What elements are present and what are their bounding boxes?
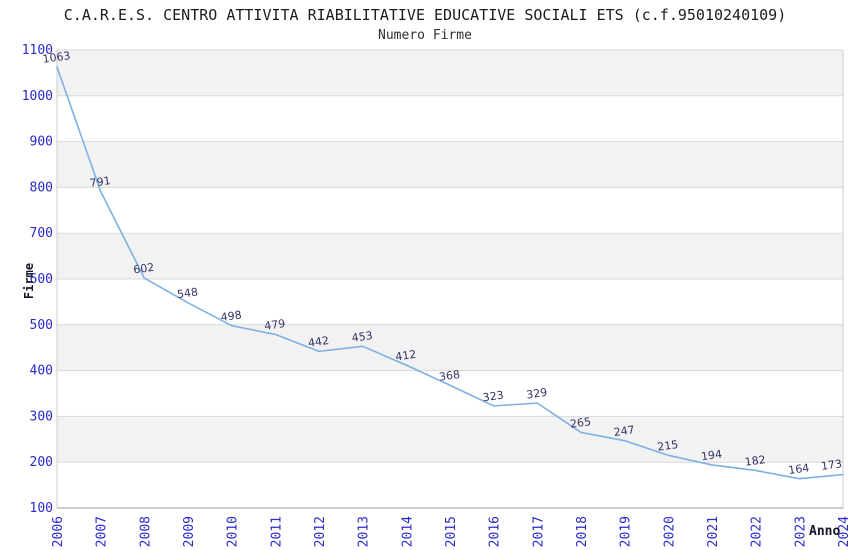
grid-band [57,141,843,188]
data-point-label: 182 [744,453,767,469]
x-tick-label: 2021 [706,516,721,547]
x-tick-label: 2019 [619,516,634,547]
x-tick-label: 2022 [750,516,765,547]
data-point-label: 265 [569,415,592,431]
y-tick-label: 200 [30,455,53,470]
data-point-label: 412 [395,348,418,364]
y-axis-title: Firme [22,262,36,300]
data-point-label: 498 [220,308,243,324]
grid-band [57,324,843,371]
data-point-label: 194 [700,448,723,464]
y-tick-label: 100 [30,501,53,516]
x-tick-label: 2012 [313,516,328,547]
x-tick-label: 2014 [400,516,415,547]
x-tick-label: 2006 [51,516,66,547]
data-point-label: 329 [526,386,549,402]
grid-band [57,416,843,463]
chart-subtitle: Numero Firme [378,28,472,43]
y-tick-label: 300 [30,409,53,424]
chart-title: C.A.R.E.S. CENTRO ATTIVITA RIABILITATIVE… [63,6,787,24]
data-point-label: 323 [482,389,505,405]
y-tick-label: 1100 [22,43,53,58]
x-tick-label: 2018 [575,516,590,547]
x-tick-label: 2009 [182,516,197,547]
data-point-label: 479 [264,317,287,333]
data-line [56,66,844,480]
data-point-label: 442 [307,334,330,350]
x-tick-label: 2024 [837,516,850,547]
data-point-label: 247 [613,423,636,439]
x-tick-label: 2020 [662,516,677,547]
x-tick-label: 2016 [488,516,503,547]
y-tick-label: 800 [30,180,53,195]
x-axis-title: Anno [809,524,841,539]
x-tick-label: 2008 [138,516,153,547]
y-tick-label: 400 [30,364,53,379]
data-point-label: 1063 [42,49,72,66]
data-point-label: 164 [788,461,811,477]
x-tick-label: 2010 [226,516,241,547]
grid-band [57,50,843,96]
y-tick-label: 900 [30,135,53,150]
data-point-label: 548 [176,285,199,301]
data-point-label: 791 [89,174,112,190]
grid-band [57,233,843,279]
x-tick-label: 2011 [269,516,284,547]
y-tick-label: 700 [30,226,53,241]
data-point-label: 215 [657,438,680,454]
y-tick-label: 600 [30,272,53,287]
data-point-label: 453 [351,329,374,345]
data-point-label: 173 [820,457,843,473]
x-tick-label: 2017 [531,516,546,547]
x-tick-label: 2015 [444,516,459,547]
x-tick-label: 2007 [95,516,110,547]
y-tick-label: 500 [30,318,53,333]
y-tick-label: 1000 [22,89,53,104]
x-tick-label: 2023 [793,516,808,547]
x-tick-label: 2013 [357,516,372,547]
data-point-label: 602 [133,261,156,277]
data-point-label: 368 [438,368,461,384]
